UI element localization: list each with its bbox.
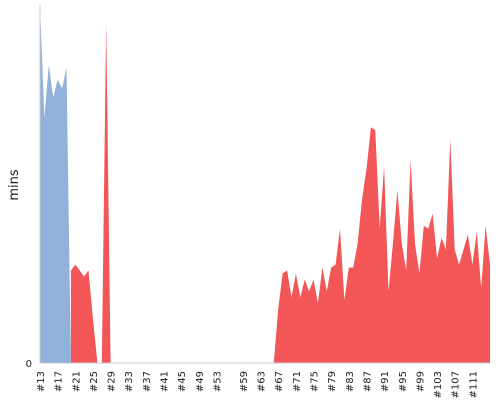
x-tick-label-20: #91 [380,371,391,392]
x-tick-label-22: #99 [415,371,426,392]
x-tick-label-15: #71 [292,371,303,392]
x-tick-label-25: #111 [468,371,479,398]
x-tick-label-5: #29 [107,371,118,392]
x-tick-label-16: #75 [310,371,321,392]
x-tick-label-2: #17 [54,371,65,392]
y-axis-label: mins [7,169,22,201]
area-failure-segment-1 [70,22,111,364]
x-tick-label-24: #107 [451,371,462,398]
x-tick-label-10: #49 [195,371,206,392]
x-tick-label-18: #83 [345,371,356,392]
x-tick-label-17: #79 [327,371,338,392]
y-tick-label-1: 0 [26,359,32,370]
x-tick-label-9: #45 [177,371,188,392]
x-axis-ticks: #13 #17 #21 #25 #29 #33 #37 #41 #45 #49 #53 #59 #63 #… [36,371,479,398]
x-tick-label-14: #67 [274,371,285,392]
x-tick-label-1: #13 [36,371,47,392]
x-tick-label-13: #63 [257,371,268,392]
y-axis-ticks: 0 [26,359,32,370]
x-tick-label-12: #59 [239,371,250,392]
x-tick-label-8: #41 [160,371,171,392]
area-failure-segment-2 [273,127,490,363]
x-tick-label-23: #103 [433,371,444,398]
axes [39,5,490,364]
x-tick-label-4: #25 [89,371,100,392]
x-tick-label-11: #53 [213,371,224,392]
x-tick-label-7: #37 [142,371,153,392]
x-tick-label-19: #87 [363,371,374,392]
x-tick-label-21: #95 [398,371,409,392]
x-tick-label-3: #21 [71,371,82,392]
x-tick-label-6: #33 [124,371,135,392]
area-success-segment-1 [40,5,111,363]
plot-area [40,5,490,364]
